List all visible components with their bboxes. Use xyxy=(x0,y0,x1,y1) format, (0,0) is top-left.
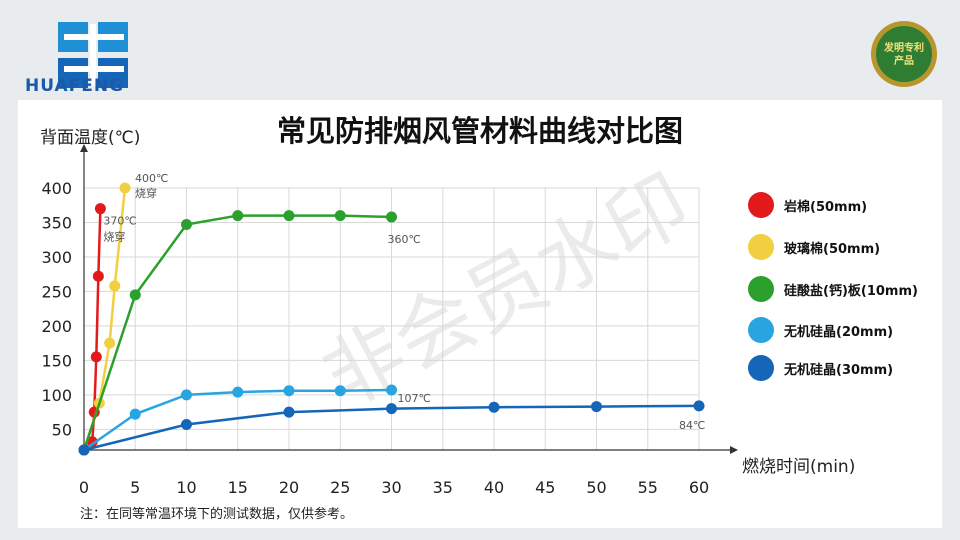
series-5-point xyxy=(181,418,192,430)
x-tick-label: 40 xyxy=(484,478,504,497)
y-tick-label: 250 xyxy=(41,282,72,301)
legend-label: 玻璃棉(50mm) xyxy=(784,241,881,257)
series-3-point xyxy=(334,210,346,222)
series-3-point xyxy=(283,210,295,222)
chart-panel xyxy=(18,100,942,528)
series-5-point xyxy=(386,403,397,415)
annotation-label: 84℃ xyxy=(679,419,705,432)
y-tick-label: 150 xyxy=(41,351,72,370)
series-4-point xyxy=(129,408,141,420)
x-tick-label: 25 xyxy=(330,478,350,497)
legend-swatch xyxy=(748,276,774,302)
patent-badge-icon: 发明专利 产品 xyxy=(871,21,937,87)
legend-swatch xyxy=(748,355,774,381)
y-tick-label: 400 xyxy=(41,179,72,198)
badge-line2: 产品 xyxy=(894,54,914,67)
legend-item: 硅酸盐(钙)板(10mm) xyxy=(748,274,918,304)
annotation-label: 烧穿 xyxy=(135,186,157,200)
legend-item: 无机硅晶(30mm) xyxy=(748,353,893,383)
series-5-point xyxy=(488,401,500,413)
x-tick-label: 0 xyxy=(79,478,89,497)
legend-swatch xyxy=(748,234,774,260)
series-1-point xyxy=(92,270,104,282)
x-tick-label: 20 xyxy=(279,478,299,497)
y-tick-label: 50 xyxy=(52,420,72,439)
y-tick-label: 350 xyxy=(41,213,72,232)
series-4-point xyxy=(232,386,244,398)
x-axis-arrow-icon xyxy=(730,446,738,454)
series-4-point xyxy=(181,389,192,401)
y-axis-label: 背面温度(℃) xyxy=(40,128,141,148)
x-tick-label: 15 xyxy=(228,478,248,497)
series-1-point xyxy=(90,351,102,363)
y-axis-arrow-icon xyxy=(80,144,88,152)
x-tick-label: 5 xyxy=(130,478,140,497)
series-3-point xyxy=(129,289,141,301)
series-5-point xyxy=(78,444,90,456)
series-3-point xyxy=(232,210,244,222)
series-5-point xyxy=(283,406,295,418)
annotation-label: 400℃ xyxy=(135,172,168,185)
series-3-point xyxy=(181,219,192,231)
annotation-label: 107℃ xyxy=(398,392,431,405)
x-tick-label: 30 xyxy=(381,478,401,497)
huafeng-logo-icon xyxy=(58,22,128,88)
series-2-point xyxy=(109,280,121,292)
y-tick-label: 200 xyxy=(41,317,72,336)
chart-title: 常见防排烟风管材料曲线对比图 xyxy=(276,114,683,148)
x-tick-label: 35 xyxy=(433,478,453,497)
x-axis-label: 燃烧时间(min) xyxy=(742,457,856,477)
x-tick-label: 50 xyxy=(586,478,606,497)
x-tick-label: 10 xyxy=(176,478,196,497)
annotation-label: 370℃ xyxy=(103,215,136,228)
legend-label: 岩棉(50mm) xyxy=(784,199,868,215)
series-3-point xyxy=(386,211,397,223)
series-1-point xyxy=(94,203,106,215)
x-tick-label: 60 xyxy=(689,478,709,497)
brand-name: HUAFENG xyxy=(25,76,125,96)
y-tick-label: 300 xyxy=(41,248,72,267)
series-5-point xyxy=(591,401,602,413)
series-4-point xyxy=(334,385,346,397)
legend-label: 无机硅晶(20mm) xyxy=(784,324,894,340)
series-2-point xyxy=(104,337,116,349)
legend-label: 无机硅晶(30mm) xyxy=(784,362,894,378)
badge-line1: 发明专利 xyxy=(883,41,924,54)
legend-swatch xyxy=(748,192,774,218)
series-4-point xyxy=(386,384,397,396)
legend-swatch xyxy=(748,317,774,343)
x-tick-label: 45 xyxy=(535,478,555,497)
series-2-point xyxy=(119,182,131,194)
series-1-point xyxy=(86,436,98,448)
legend-item: 无机硅晶(20mm) xyxy=(748,315,893,345)
legend-item: 岩棉(50mm) xyxy=(748,190,867,220)
annotation-label: 360℃ xyxy=(388,233,421,246)
footnote: 注：在同等常温环境下的测试数据，仅供参考。 xyxy=(80,507,354,522)
legend-item: 玻璃棉(50mm) xyxy=(748,232,880,262)
annotation-label: 烧穿 xyxy=(103,230,125,244)
y-tick-label: 100 xyxy=(41,386,72,405)
series-5-point xyxy=(693,400,705,412)
series-4-point xyxy=(283,385,295,397)
legend-label: 硅酸盐(钙)板(10mm) xyxy=(784,283,918,299)
x-tick-label: 55 xyxy=(638,478,658,497)
